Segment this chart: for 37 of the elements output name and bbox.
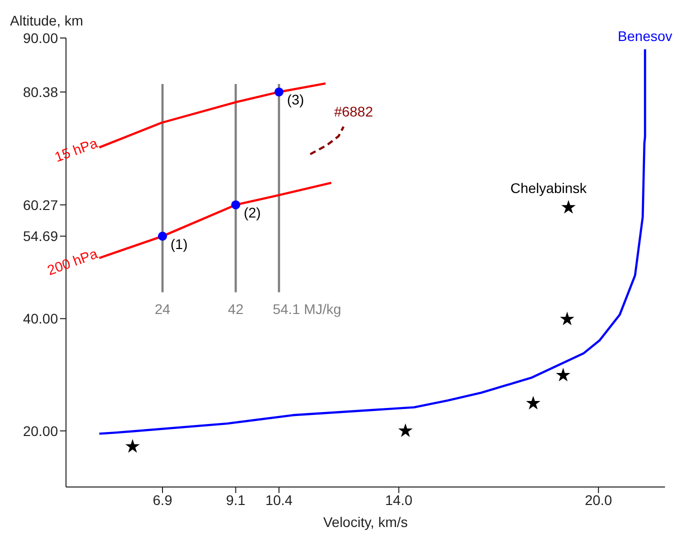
point <box>125 439 140 453</box>
series-label: 24 <box>154 300 171 317</box>
line-series <box>309 126 345 156</box>
point <box>526 396 540 410</box>
annotation: (3) <box>286 92 304 108</box>
point <box>274 87 284 96</box>
x-tick-label: 14.0 <box>385 492 413 508</box>
series-label: 54.1 MJ/kg <box>272 300 342 317</box>
series-label: 42 <box>228 300 244 317</box>
x-tick-label: 20.0 <box>584 492 612 508</box>
y-tick-label: 40.00 <box>22 310 58 327</box>
y-tick-label: 60.27 <box>22 196 58 213</box>
y-axis-title: Altitude, km <box>10 12 84 29</box>
series-label: #6882 <box>334 103 374 120</box>
y-tick-label: 54.69 <box>22 228 58 244</box>
y-tick-label: 20.00 <box>22 422 58 439</box>
point <box>158 232 168 241</box>
x-axis-title: Velocity, km/s <box>323 514 408 530</box>
x-tick-label: 9.1 <box>226 492 246 508</box>
y-tick-label: 90.00 <box>22 30 58 46</box>
point <box>398 423 413 437</box>
line-series <box>98 182 332 260</box>
point <box>561 200 576 214</box>
series-label: Benesov <box>618 28 672 44</box>
series-label: Chelyabinsk <box>510 180 588 196</box>
text: 15 hPa <box>52 134 100 165</box>
text: 200 hPa <box>45 245 100 278</box>
x-tick-label: 6.9 <box>152 492 172 508</box>
point <box>560 312 574 326</box>
y-tick-label: 80.38 <box>22 84 58 100</box>
line-series <box>98 82 327 149</box>
point <box>556 368 570 382</box>
annotation: (1) <box>170 236 188 252</box>
x-tick-label: 10.4 <box>265 492 293 508</box>
annotation: (2) <box>244 204 261 221</box>
point <box>231 200 240 210</box>
line-series <box>98 48 646 435</box>
